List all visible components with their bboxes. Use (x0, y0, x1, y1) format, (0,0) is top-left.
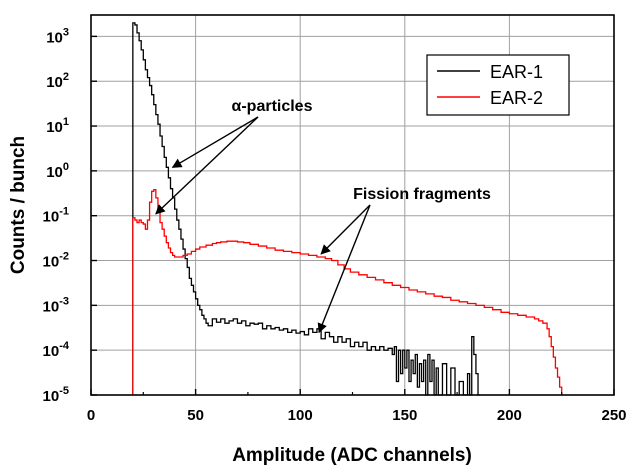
annotation-label-1: Fission fragments (353, 186, 491, 203)
y-tick-label: 10-4 (43, 340, 70, 360)
ticks: 0 50 100 150 200 250 10-5 10-4 10-3 10-2 10-1 100 10… (43, 26, 627, 424)
y-tick-label: 101 (46, 116, 69, 136)
y-tick-label: 10-2 (43, 251, 69, 271)
annotation-label-0: α-particles (232, 98, 313, 115)
annotation-arrow (317, 204, 371, 334)
legend-box (426, 54, 570, 116)
legend-label-ear1: EAR-1 (490, 62, 543, 82)
x-tick-label: 200 (497, 407, 522, 424)
annotation-arrow (155, 116, 259, 215)
annotation-arrow (171, 116, 259, 168)
y-tick-label: 102 (46, 71, 69, 91)
x-tick-label: 250 (601, 407, 626, 424)
y-tick-label: 10-3 (43, 295, 69, 315)
annotation-arrow (320, 204, 371, 255)
y-tick-label: 103 (46, 26, 69, 46)
x-tick-label: 150 (392, 407, 417, 424)
y-tick-label: 100 (46, 161, 69, 181)
series-line-ear-1 (132, 22, 481, 396)
y-tick-label: 10-5 (43, 385, 69, 405)
x-tick-label: 50 (187, 407, 204, 424)
series-line-ear-2 (132, 189, 563, 395)
x-tick-label: 0 (87, 407, 95, 424)
y-tick-label: 10-1 (43, 206, 69, 226)
series-layer (132, 22, 563, 396)
y-axis-title: Counts / bunch (8, 136, 29, 274)
annotations: α-particles Fission fragments (155, 98, 491, 334)
x-axis-title: Amplitude (ADC channels) (232, 445, 472, 466)
x-tick-label: 100 (288, 407, 313, 424)
legend-label-ear2: EAR-2 (490, 88, 543, 108)
legend: EAR-1 EAR-2 (426, 54, 570, 116)
grid (91, 15, 614, 395)
